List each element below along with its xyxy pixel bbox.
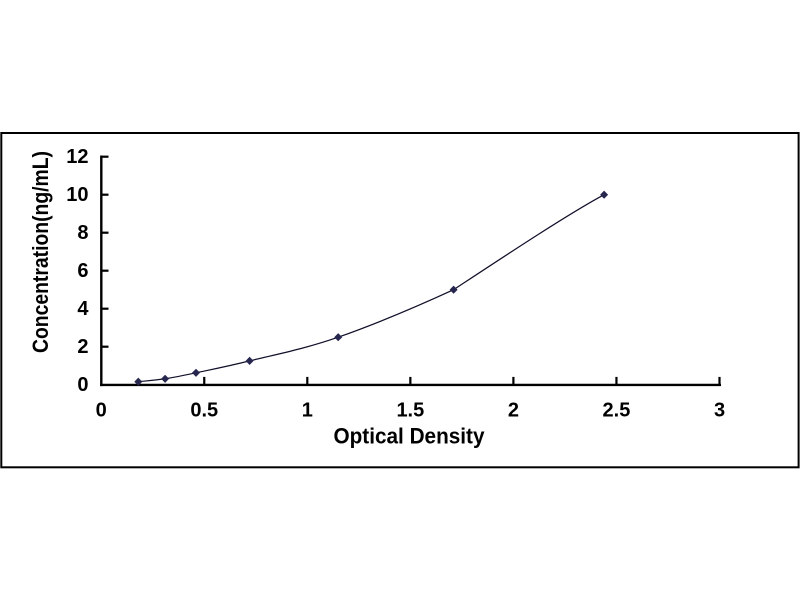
svg-text:0: 0 bbox=[77, 374, 88, 396]
svg-text:Concentration(ng/mL): Concentration(ng/mL) bbox=[28, 151, 53, 353]
svg-text:12: 12 bbox=[66, 146, 88, 168]
svg-text:4: 4 bbox=[77, 298, 89, 320]
svg-text:Optical Density: Optical Density bbox=[334, 424, 486, 449]
svg-text:2: 2 bbox=[77, 336, 88, 358]
svg-text:2.5: 2.5 bbox=[603, 399, 631, 421]
svg-text:0.5: 0.5 bbox=[190, 399, 218, 421]
svg-text:0: 0 bbox=[96, 399, 107, 421]
svg-text:10: 10 bbox=[66, 184, 88, 206]
svg-text:3: 3 bbox=[714, 399, 725, 421]
svg-text:8: 8 bbox=[77, 222, 88, 244]
svg-text:6: 6 bbox=[77, 260, 88, 282]
svg-text:1.5: 1.5 bbox=[396, 399, 424, 421]
svg-text:2: 2 bbox=[508, 399, 519, 421]
svg-text:1: 1 bbox=[302, 399, 313, 421]
